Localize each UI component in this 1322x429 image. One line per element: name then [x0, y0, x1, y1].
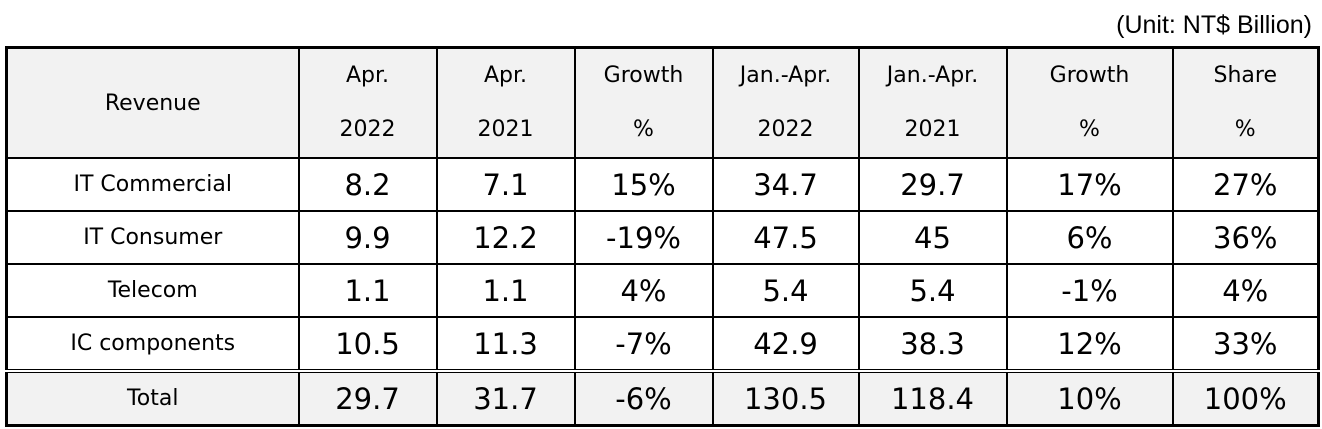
table-cell: -19% — [573, 210, 714, 265]
header-line1: Growth — [1049, 63, 1130, 88]
header-line1: Jan.-Apr. — [739, 63, 832, 88]
table-cell: 42.9 — [711, 316, 860, 372]
table-row: IT Consumer 9.9 12.2 -19% 47.5 45 6% 36% — [5, 210, 1320, 265]
table-row: Telecom 1.1 1.1 4% 5.4 5.4 -1% 4% — [5, 263, 1320, 318]
header-line2: 2022 — [339, 117, 396, 142]
total-label: Total — [5, 369, 300, 427]
header-line2: % — [633, 117, 654, 142]
header-row: Revenue Apr. 2022 Apr. 2021 Growth% Jan.-A… — [5, 46, 1320, 159]
header-jan-apr-2021: Jan.-Apr. 2021 — [857, 46, 1008, 159]
header-line2: % — [1079, 117, 1100, 142]
header-growth-ytd: Growth% — [1005, 46, 1174, 159]
header-line2: 2021 — [477, 117, 534, 142]
table-cell: 29.7 — [857, 157, 1008, 212]
table-cell: 36% — [1171, 210, 1320, 265]
header-line1: Jan.-Apr. — [886, 63, 979, 88]
table-cell: 38.3 — [857, 316, 1008, 372]
header-growth-monthly: Growth% — [573, 46, 714, 159]
table-cell: 5.4 — [857, 263, 1008, 318]
total-cell: 100% — [1171, 369, 1320, 427]
total-cell: 118.4 — [857, 369, 1008, 427]
row-label: IT Commercial — [5, 157, 300, 212]
header-line1: Apr. — [345, 63, 390, 88]
table-cell: 45 — [857, 210, 1008, 265]
total-row: Total 29.7 31.7 -6% 130.5 118.4 10% 100% — [5, 369, 1320, 427]
table-cell: 8.2 — [297, 157, 438, 212]
header-revenue: Revenue — [5, 46, 300, 159]
table-cell: 7.1 — [435, 157, 576, 212]
header-apr-2022: Apr. 2022 — [297, 46, 438, 159]
table-cell: 4% — [573, 263, 714, 318]
table-cell: 9.9 — [297, 210, 438, 265]
total-cell: 10% — [1005, 369, 1174, 427]
total-cell: 31.7 — [435, 369, 576, 427]
header-line1: Growth — [603, 63, 684, 88]
header-line1: Apr. — [483, 63, 528, 88]
row-label: IC components — [5, 316, 300, 372]
table-cell: 17% — [1005, 157, 1174, 212]
table-cell: 10.5 — [297, 316, 438, 372]
table-cell: 12% — [1005, 316, 1174, 372]
header-jan-apr-2022: Jan.-Apr. 2022 — [711, 46, 860, 159]
table-row: IC components 10.5 11.3 -7% 42.9 38.3 12… — [5, 316, 1320, 372]
header-line1: Share — [1213, 63, 1278, 88]
header-apr-2021: Apr. 2021 — [435, 46, 576, 159]
table-row: IT Commercial 8.2 7.1 15% 34.7 29.7 17% … — [5, 157, 1320, 212]
table-cell: -7% — [573, 316, 714, 372]
revenue-table: Revenue Apr. 2022 Apr. 2021 Growth% Jan.-A… — [5, 46, 1320, 427]
total-cell: 130.5 — [711, 369, 860, 427]
unit-note: (Unit: NT$ Billion) — [1116, 11, 1312, 39]
table-cell: 15% — [573, 157, 714, 212]
header-line2: 2022 — [757, 117, 814, 142]
table-cell: 4% — [1171, 263, 1320, 318]
table-cell: 6% — [1005, 210, 1174, 265]
table-cell: 5.4 — [711, 263, 860, 318]
table-cell: 12.2 — [435, 210, 576, 265]
table-cell: 33% — [1171, 316, 1320, 372]
header-share: Share% — [1171, 46, 1320, 159]
table-cell: 11.3 — [435, 316, 576, 372]
total-cell: -6% — [573, 369, 714, 427]
table-cell: 34.7 — [711, 157, 860, 212]
header-line2: 2021 — [904, 117, 961, 142]
table-cell: -1% — [1005, 263, 1174, 318]
table-cell: 1.1 — [435, 263, 576, 318]
table-cell: 1.1 — [297, 263, 438, 318]
row-label: Telecom — [5, 263, 300, 318]
header-line2: % — [1234, 117, 1256, 142]
table-cell: 27% — [1171, 157, 1320, 212]
row-label: IT Consumer — [5, 210, 300, 265]
total-cell: 29.7 — [297, 369, 438, 427]
table-cell: 47.5 — [711, 210, 860, 265]
